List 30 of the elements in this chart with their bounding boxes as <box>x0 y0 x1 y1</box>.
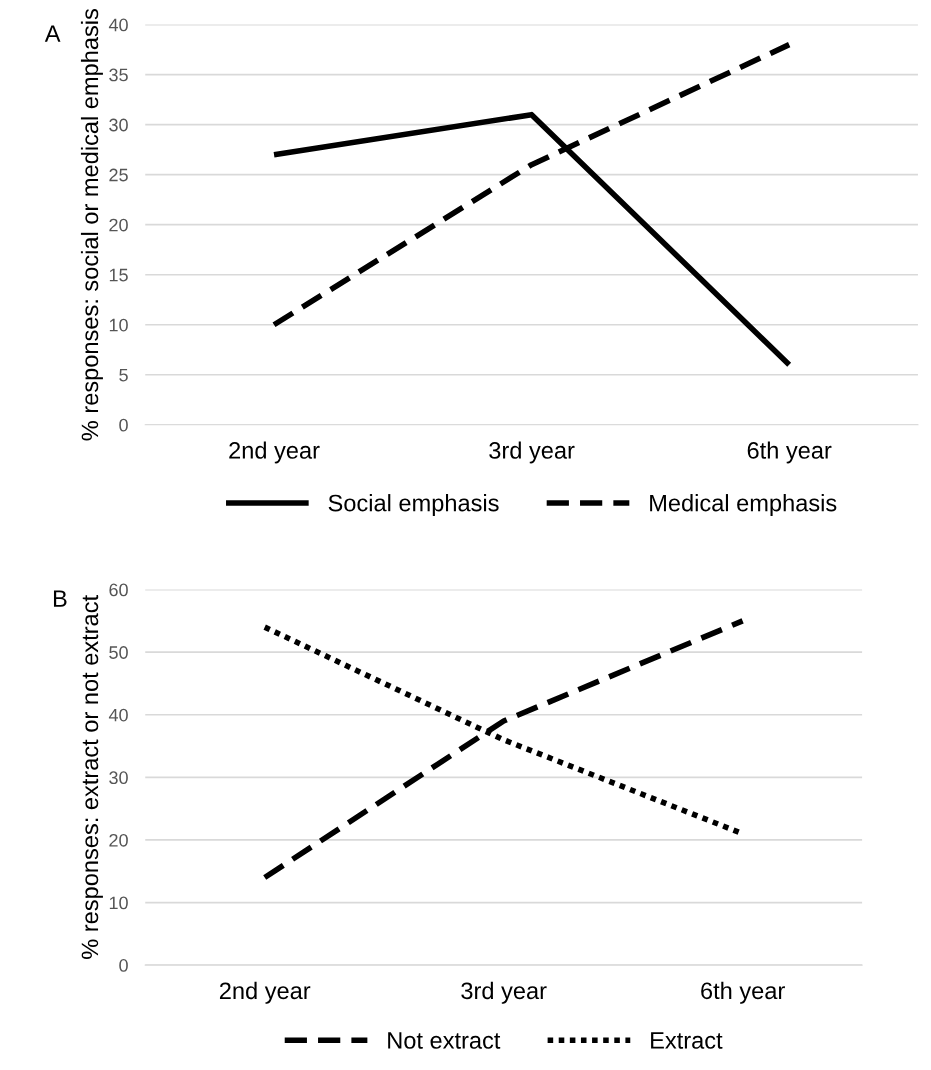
text: B <box>53 590 67 607</box>
x-tick-label: 3rd year <box>489 441 575 464</box>
y-tick-label: 0 <box>119 959 128 972</box>
y-tick-label: 0 <box>119 418 128 432</box>
y-tick-label: 40 <box>108 18 128 32</box>
y-tick-label: 25 <box>109 168 128 182</box>
x-tick-label: 2nd year <box>219 981 311 1004</box>
x-tick-label: 3rd year <box>461 981 547 1004</box>
y-tick-label: 10 <box>109 896 128 910</box>
y-axis-title: % responses: social or medical emphasis <box>80 9 103 441</box>
y-tick-label: 5 <box>119 368 128 382</box>
text: A <box>44 25 61 42</box>
y-tick-label: 20 <box>109 218 128 232</box>
legend-label: Social emphasis <box>328 494 499 517</box>
y-tick-label: 60 <box>109 583 128 597</box>
y-tick-label: 15 <box>109 268 128 282</box>
x-tick-label: 6th year <box>701 981 785 1004</box>
legend-label: Not extract <box>388 1032 501 1049</box>
x-tick-label: 2nd year <box>229 441 320 464</box>
y-tick-label: 20 <box>109 833 128 847</box>
y-tick-label: 35 <box>109 68 128 82</box>
x-tick-label: 6th year <box>747 441 832 464</box>
y-tick-label: 10 <box>109 318 128 332</box>
legend-label: Medical emphasis <box>650 494 837 517</box>
y-tick-label: 30 <box>109 771 128 785</box>
y-tick-label: 50 <box>109 646 128 659</box>
legend-label: Extract <box>651 1032 723 1049</box>
y-tick-label: 30 <box>109 118 128 132</box>
y-tick-label: 40 <box>108 708 128 722</box>
y-axis-title: % responses: extract or not extract <box>81 595 103 959</box>
